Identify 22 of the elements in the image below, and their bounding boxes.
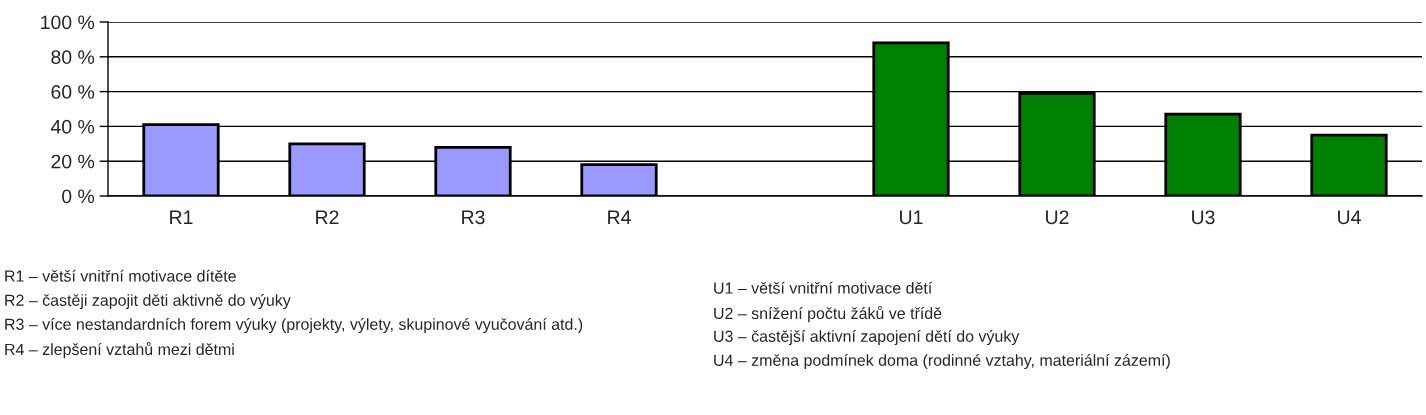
x-tick-label: U2 xyxy=(1046,210,1069,225)
x-tick-label: R1 xyxy=(170,210,193,224)
y-tick-label: 20 % xyxy=(51,154,95,169)
x-tick-label: R4 xyxy=(608,210,631,224)
x-tick-label: R3 xyxy=(462,210,485,225)
x-tick-label: U4 xyxy=(1338,210,1361,225)
text: U2 – snížení počtu žáků ve třídě xyxy=(714,306,942,323)
y-tick-label: 80 % xyxy=(51,50,95,65)
text: R1 – větší vnitřní motivace dítěte xyxy=(5,269,236,282)
text: R3 – více nestandardních forem výuky (projekty, výlety, skupinové vyučování atd.) xyxy=(5,318,583,334)
y-tick-label: 60 % xyxy=(51,85,95,99)
y-tick-label: 100 % xyxy=(41,15,95,30)
x-tick-label: U3 xyxy=(1192,210,1215,225)
text: U3 – častější aktivní zapojení dětí do výuky xyxy=(714,330,1020,346)
text: R4 – zlepšení vztahů mezi dětmi xyxy=(5,342,234,359)
x-tick-label: R2 xyxy=(316,210,339,224)
y-tick-label: 0 % xyxy=(62,189,95,204)
x-tick-label: U1 xyxy=(900,210,923,225)
text: U4 – změna podmínek doma (rodinné vztahy, materiální zázemí) xyxy=(714,354,1170,370)
text: R2 – častěji zapojit děti aktivně do výuky xyxy=(5,294,291,310)
y-tick-label: 40 % xyxy=(50,119,95,134)
text: U1 – větší vnitřní motivace dětí xyxy=(714,281,933,294)
